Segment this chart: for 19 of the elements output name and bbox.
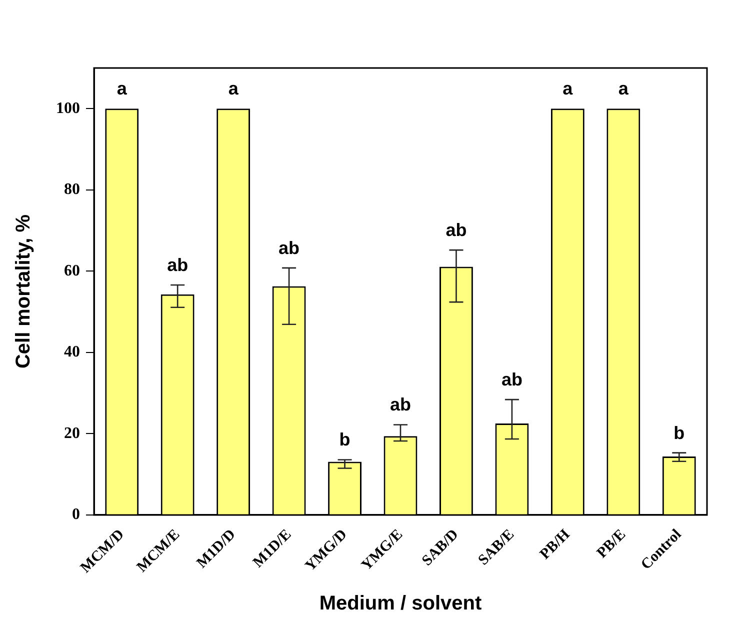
- annotation: ab: [501, 370, 522, 390]
- x-axis-title: Medium / solvent: [319, 592, 482, 615]
- y-tick-label: 0: [72, 506, 80, 524]
- y-tick-label: 20: [64, 424, 80, 442]
- annotation: ab: [167, 254, 188, 275]
- annotation: ab: [446, 220, 467, 240]
- y-tick-label: 80: [64, 181, 80, 198]
- annotation: b: [339, 430, 350, 450]
- y-tick-label: 40: [64, 344, 80, 361]
- y-tick-label: 60: [64, 262, 80, 280]
- annotation: a: [228, 78, 240, 99]
- annotation: a: [116, 78, 128, 99]
- annotation: ab: [390, 394, 412, 415]
- annotation: a: [562, 78, 574, 99]
- y-tick-label: 100: [56, 100, 80, 117]
- y-axis-title: Cell mortality, %: [12, 214, 35, 369]
- annotation: a: [618, 78, 630, 99]
- annotation: ab: [278, 238, 300, 258]
- annotation: b: [674, 422, 685, 443]
